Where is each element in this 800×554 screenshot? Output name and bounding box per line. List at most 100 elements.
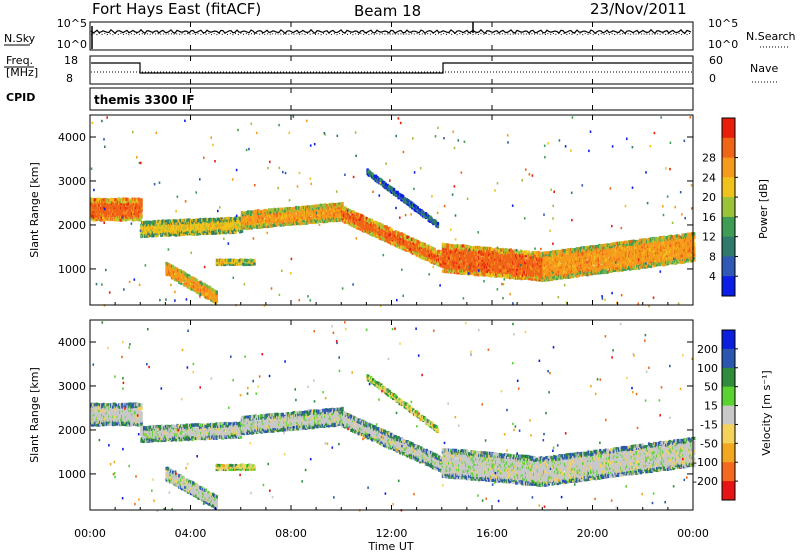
echo-cell — [348, 210, 351, 214]
echo-cell — [249, 212, 253, 216]
echo-cell — [258, 219, 262, 223]
echo-cell — [358, 215, 361, 219]
echo-cell — [382, 229, 385, 234]
echo-cell — [262, 220, 265, 224]
echo-cell — [401, 235, 405, 239]
echo-cell — [234, 216, 237, 220]
echo-cell — [231, 217, 235, 221]
echo-cell — [124, 218, 128, 222]
echo-cell — [134, 207, 138, 211]
echo-cell — [182, 232, 186, 236]
echo-cell — [372, 233, 375, 237]
echo-cell — [137, 204, 140, 208]
echo-cell — [320, 214, 323, 218]
echo-cell — [143, 223, 146, 227]
echo-cell — [111, 200, 114, 204]
echo-cell — [260, 220, 264, 224]
echo-cell — [256, 217, 259, 221]
echo-cell — [251, 222, 254, 226]
echo-cell — [371, 223, 374, 227]
noise-trace — [90, 22, 692, 49]
echo-cell — [229, 224, 232, 228]
echo-cell — [356, 224, 359, 228]
echo-cell — [275, 217, 278, 222]
noise-left-tick-top: 10^5 — [57, 17, 87, 30]
echo-cell — [353, 224, 356, 229]
echo-cell — [162, 233, 166, 237]
echo-cell — [371, 225, 374, 229]
nave-right-tick-bottom: 0 — [709, 72, 716, 85]
echo-cell — [415, 242, 418, 246]
echo-cell — [214, 227, 217, 231]
echo-cell — [362, 215, 365, 219]
echo-cell — [174, 223, 178, 227]
echo-cell — [232, 222, 235, 226]
echo-cell — [278, 221, 282, 225]
echo-cell — [334, 213, 338, 217]
freq-unit-label: [MHz] — [6, 66, 38, 79]
echo-cell — [334, 216, 337, 220]
echo-cell — [358, 217, 361, 221]
echo-cell — [96, 210, 99, 214]
echo-cell — [299, 218, 302, 222]
echo-cell — [126, 202, 129, 206]
echo-cell — [246, 222, 249, 226]
echo-cell — [262, 218, 265, 223]
echo-cell — [240, 210, 244, 215]
echo-cell — [225, 227, 228, 231]
echo-cell — [397, 231, 400, 235]
nsearch-trace — [90, 32, 692, 36]
echo-cell — [140, 215, 143, 219]
echo-cell — [190, 223, 193, 227]
echo-cell — [291, 207, 294, 211]
echo-cell — [289, 216, 292, 220]
echo-cell — [137, 218, 140, 222]
echo-cell — [153, 225, 157, 229]
echo-cell — [284, 217, 287, 221]
echo-cell — [205, 228, 208, 232]
noise-right-tick-bottom: 10^0 — [708, 38, 738, 51]
echo-cell — [261, 217, 264, 221]
echo-cell — [181, 222, 185, 226]
echo-cell — [365, 230, 369, 234]
echo-cell — [188, 224, 191, 228]
echo-cell — [407, 235, 410, 239]
echo-cell — [314, 204, 317, 208]
echo-cell — [305, 219, 308, 223]
echo-cell — [338, 212, 341, 216]
echo-cell — [341, 201, 344, 206]
echo-cell — [248, 224, 251, 228]
date-title: 23/Nov/2011 — [590, 0, 687, 18]
echo-cell — [308, 220, 312, 224]
echo-cell — [249, 210, 253, 214]
echo-cell — [406, 241, 409, 246]
echo-cell — [196, 232, 199, 236]
echo-cell — [94, 210, 97, 214]
echo-cell — [100, 214, 103, 218]
echo-cell — [222, 219, 225, 223]
echo-cell — [171, 225, 175, 229]
echo-cell — [347, 213, 350, 217]
echo-cell — [225, 216, 228, 221]
echo-cell — [174, 219, 178, 223]
echo-cell — [273, 211, 276, 216]
echo-cell — [352, 221, 355, 226]
echo-cell — [400, 236, 403, 241]
echo-cell — [218, 217, 221, 221]
echo-cell — [362, 227, 365, 231]
echo-cell — [289, 222, 292, 227]
echo-cell — [209, 220, 212, 224]
echo-cell — [344, 216, 348, 220]
echo-cell — [363, 229, 366, 233]
noise-left-tick-bottom: 10^0 — [57, 38, 87, 51]
echo-cell — [91, 214, 95, 218]
echo-cell — [415, 249, 418, 253]
echo-cell — [211, 231, 215, 235]
echo-cell — [159, 228, 162, 232]
echo-cell — [140, 207, 143, 212]
echo-cell — [266, 224, 269, 229]
echo-cell — [169, 233, 172, 237]
echo-cell — [204, 232, 207, 236]
echo-cell — [364, 222, 368, 226]
